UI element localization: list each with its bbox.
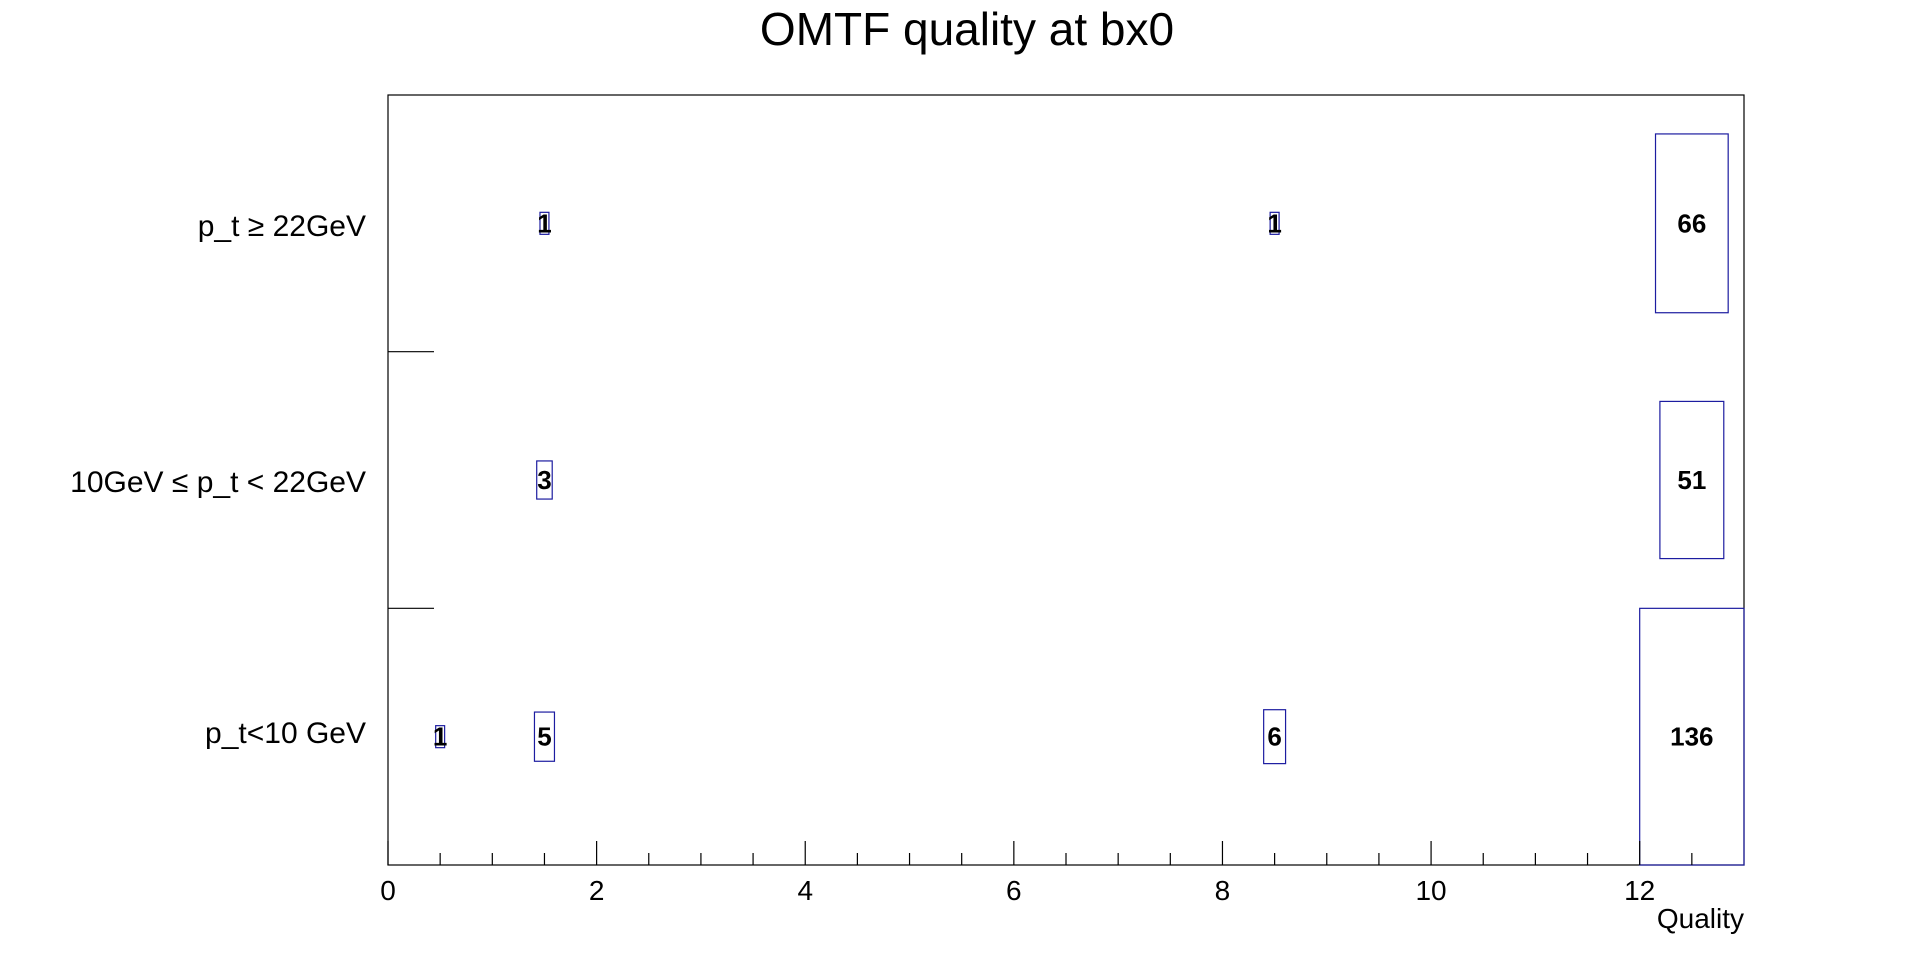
cell-box bbox=[539, 211, 550, 235]
y-label-pt-ge-22: p_t ≥ 22GeV bbox=[198, 210, 366, 243]
x-tick-label: 6 bbox=[1006, 875, 1022, 906]
cell-value-label: 1 bbox=[433, 722, 447, 752]
cell-box bbox=[1269, 211, 1280, 235]
x-tick-label: 0 bbox=[380, 875, 396, 906]
x-axis: 0 2 4 6 8 10 12 bbox=[380, 841, 1693, 906]
cell-box bbox=[435, 725, 446, 749]
cell-value-label: 6 bbox=[1267, 722, 1281, 752]
cell-value-label: 51 bbox=[1677, 465, 1706, 495]
x-tick-label: 12 bbox=[1624, 875, 1655, 906]
cell-value-label: 3 bbox=[537, 465, 551, 495]
x-tick-label: 4 bbox=[797, 875, 813, 906]
cell-box bbox=[1654, 133, 1729, 314]
y-label-pt-10-22: 10GeV ≤ p_t < 22GeV bbox=[70, 466, 366, 499]
cell-value-label: 66 bbox=[1677, 208, 1706, 238]
row-dividers bbox=[388, 351, 434, 609]
y-axis-labels: p_t ≥ 22GeV 10GeV ≤ p_t < 22GeV p_t<10 G… bbox=[70, 210, 366, 750]
cell-box bbox=[536, 460, 553, 500]
x-tick-label: 8 bbox=[1215, 875, 1231, 906]
cell-box bbox=[1263, 709, 1287, 765]
x-tick-label: 10 bbox=[1415, 875, 1446, 906]
chart-title: OMTF quality at bx0 bbox=[760, 3, 1174, 55]
cell-value-label: 1 bbox=[537, 208, 551, 238]
cell-value-label: 136 bbox=[1670, 722, 1713, 752]
x-tick-label: 2 bbox=[589, 875, 605, 906]
cells: 1 5 6 136 3 51 1 1 66 bbox=[433, 133, 1745, 866]
x-axis-title: Quality bbox=[1657, 903, 1744, 934]
cell-value-label: 5 bbox=[537, 722, 551, 752]
cell-box bbox=[533, 711, 556, 762]
y-label-pt-lt-10: p_t<10 GeV bbox=[205, 717, 366, 750]
cell-value-label: 1 bbox=[1267, 208, 1281, 238]
plot-frame bbox=[387, 94, 1745, 866]
cell-box bbox=[1659, 400, 1725, 560]
